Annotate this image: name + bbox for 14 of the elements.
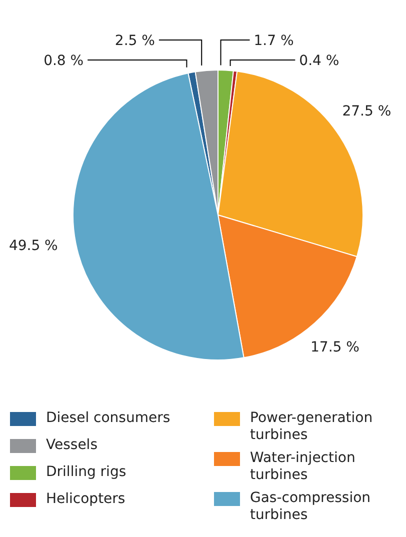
- data-label: 49.5 %: [8, 238, 58, 254]
- data-label: 17.5 %: [310, 339, 360, 356]
- legend-label: Power-generation turbines: [250, 410, 374, 444]
- legend-label: Helicopters: [46, 491, 126, 508]
- data-label: 0.4 %: [299, 53, 340, 69]
- data-label: 1.7 %: [254, 33, 294, 49]
- legend-label: Water-injection turbines: [250, 450, 356, 484]
- legend-label: Diesel consumers: [46, 410, 172, 427]
- data-label: 27.5 %: [342, 104, 392, 120]
- data-label: 0.8 %: [44, 53, 84, 69]
- legend-label: Gas-compression turbines: [250, 490, 372, 524]
- legend-label: Vessels: [46, 437, 98, 454]
- legend-label: Drilling rigs: [46, 464, 128, 481]
- data-label: 2.5 %: [114, 33, 155, 49]
